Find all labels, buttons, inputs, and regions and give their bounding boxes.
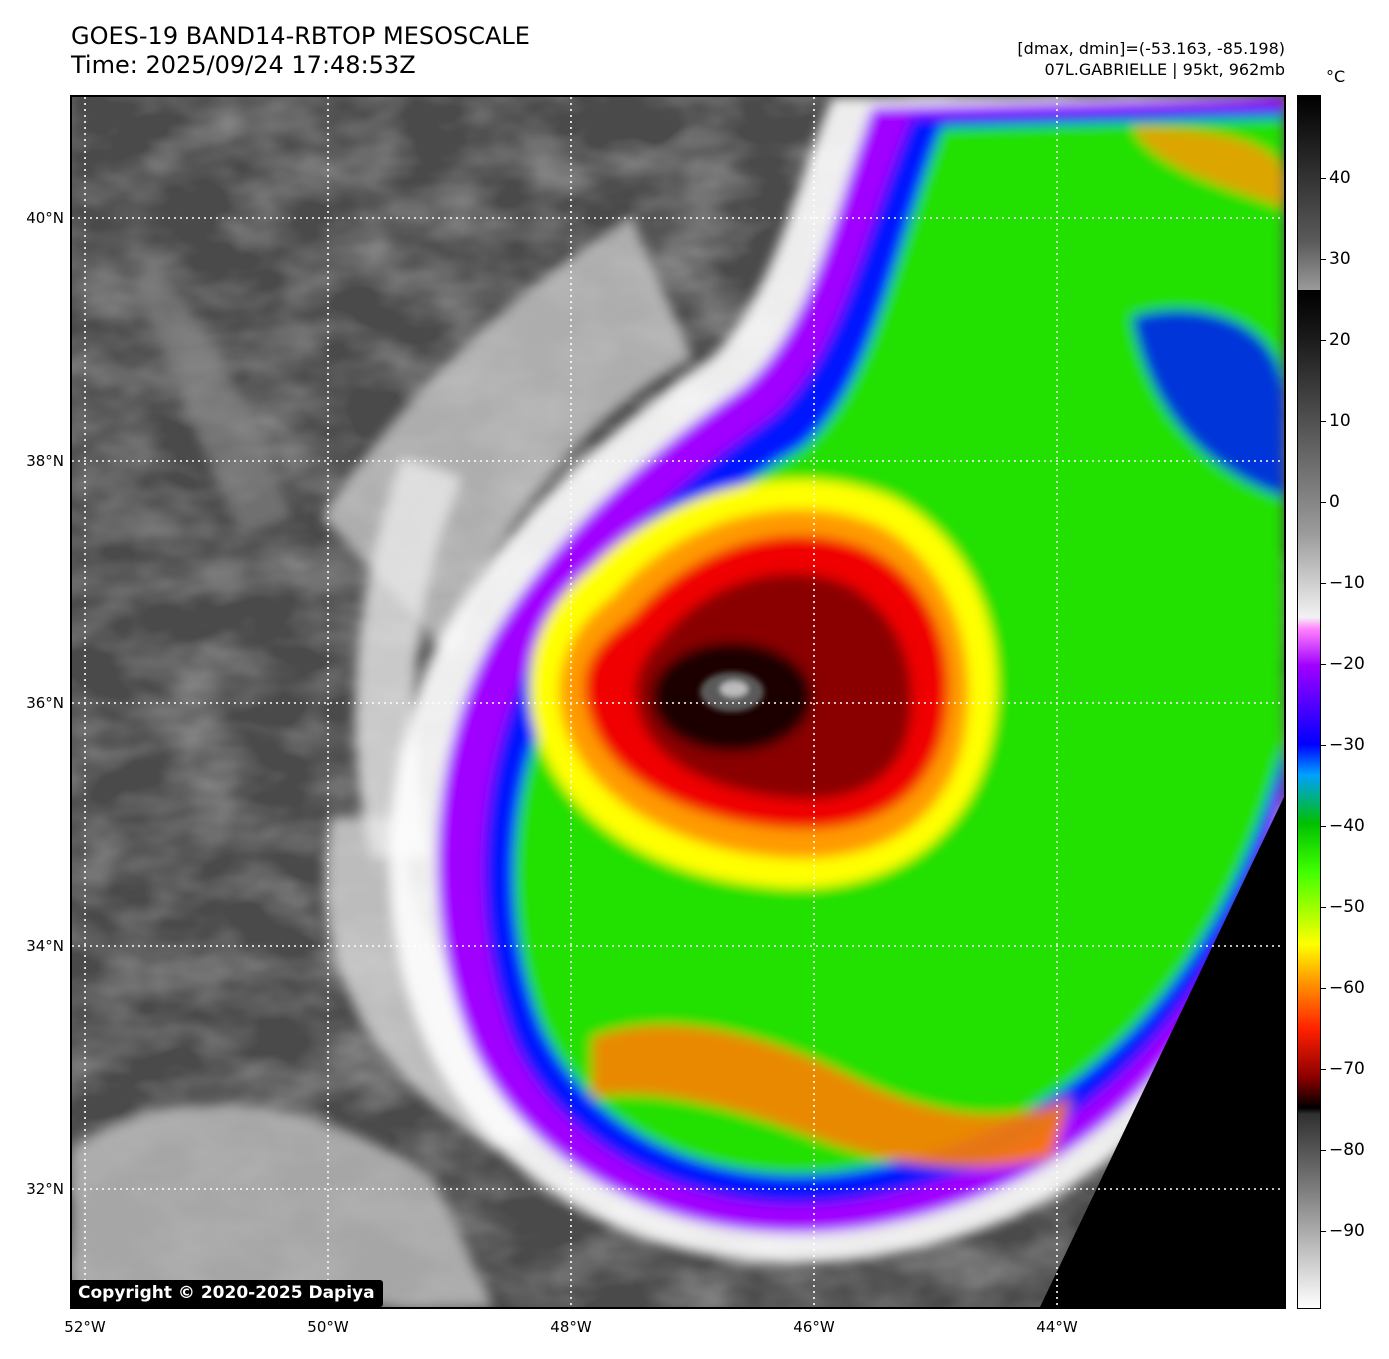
storm-info: [dmax, dmin]=(-53.163, -85.198) 07L.GABR… bbox=[1017, 38, 1285, 80]
colorbar-tick-label: −70 bbox=[1329, 1059, 1365, 1079]
colorbar-tick-label: 10 bbox=[1329, 411, 1351, 431]
infrared-imagery bbox=[72, 97, 1284, 1307]
colorbar-tick-label: −90 bbox=[1329, 1221, 1365, 1241]
data-range: [dmax, dmin]=(-53.163, -85.198) bbox=[1017, 39, 1285, 58]
lat-label-34n: 34°N bbox=[26, 937, 64, 955]
lat-label-38n: 38°N bbox=[26, 452, 64, 470]
colorbar-tick-mark bbox=[1321, 826, 1326, 827]
lon-label-50w: 50°W bbox=[307, 1318, 349, 1336]
colorbar-tick-mark bbox=[1321, 340, 1326, 341]
colorbar bbox=[1297, 95, 1321, 1309]
colorbar-tick-mark bbox=[1321, 664, 1326, 665]
colorbar-tick-label: −80 bbox=[1329, 1140, 1365, 1160]
colorbar-tick-mark bbox=[1321, 583, 1326, 584]
colorbar-tick-mark bbox=[1321, 988, 1326, 989]
cold-cloud-tops bbox=[389, 97, 1284, 1263]
lat-label-36n: 36°N bbox=[26, 694, 64, 712]
colorbar-tick-label: −20 bbox=[1329, 654, 1365, 674]
lon-label-46w: 46°W bbox=[793, 1318, 835, 1336]
colorbar-tick-label: −10 bbox=[1329, 573, 1365, 593]
no-data-region bbox=[1040, 797, 1284, 1307]
colorbar-tick-mark bbox=[1321, 178, 1326, 179]
satellite-image bbox=[70, 95, 1286, 1309]
figure-title: GOES-19 BAND14-RBTOP MESOSCALE Time: 202… bbox=[71, 22, 530, 80]
lat-lon-grid bbox=[72, 97, 1284, 1307]
colorbar-tick-label: −50 bbox=[1329, 897, 1365, 917]
colorbar-tick-mark bbox=[1321, 1150, 1326, 1151]
colorbar-tick-mark bbox=[1321, 907, 1326, 908]
colorbar-tick-label: −40 bbox=[1329, 816, 1365, 836]
title-time: Time: 2025/09/24 17:48:53Z bbox=[71, 51, 416, 79]
lon-label-48w: 48°W bbox=[550, 1318, 592, 1336]
lat-label-32n: 32°N bbox=[26, 1180, 64, 1198]
colorbar-tick-mark bbox=[1321, 745, 1326, 746]
colorbar-tick-label: 0 bbox=[1329, 492, 1340, 512]
lon-label-52w: 52°W bbox=[64, 1318, 106, 1336]
colorbar-tick-label: −30 bbox=[1329, 735, 1365, 755]
copyright-badge: Copyright © 2020-2025 Dapiya bbox=[70, 1280, 383, 1307]
colorbar-tick-label: −60 bbox=[1329, 978, 1365, 998]
colorbar-tick-mark bbox=[1321, 259, 1326, 260]
hurricane-eye bbox=[700, 672, 764, 712]
colorbar-tick-label: 20 bbox=[1329, 330, 1351, 350]
title-product: GOES-19 BAND14-RBTOP MESOSCALE bbox=[71, 22, 530, 50]
lat-label-40n: 40°N bbox=[26, 209, 64, 227]
colorbar-tick-mark bbox=[1321, 421, 1326, 422]
colorbar-tick-label: 40 bbox=[1329, 168, 1351, 188]
colorbar-tick-mark bbox=[1321, 1231, 1326, 1232]
storm-name-intensity: 07L.GABRIELLE | 95kt, 962mb bbox=[1044, 60, 1285, 79]
colorbar-tick-label: 30 bbox=[1329, 249, 1351, 269]
colorbar-tick-mark bbox=[1321, 502, 1326, 503]
lon-label-44w: 44°W bbox=[1036, 1318, 1078, 1336]
colorbar-tick-mark bbox=[1321, 1069, 1326, 1070]
colorbar-unit: °C bbox=[1326, 67, 1346, 86]
